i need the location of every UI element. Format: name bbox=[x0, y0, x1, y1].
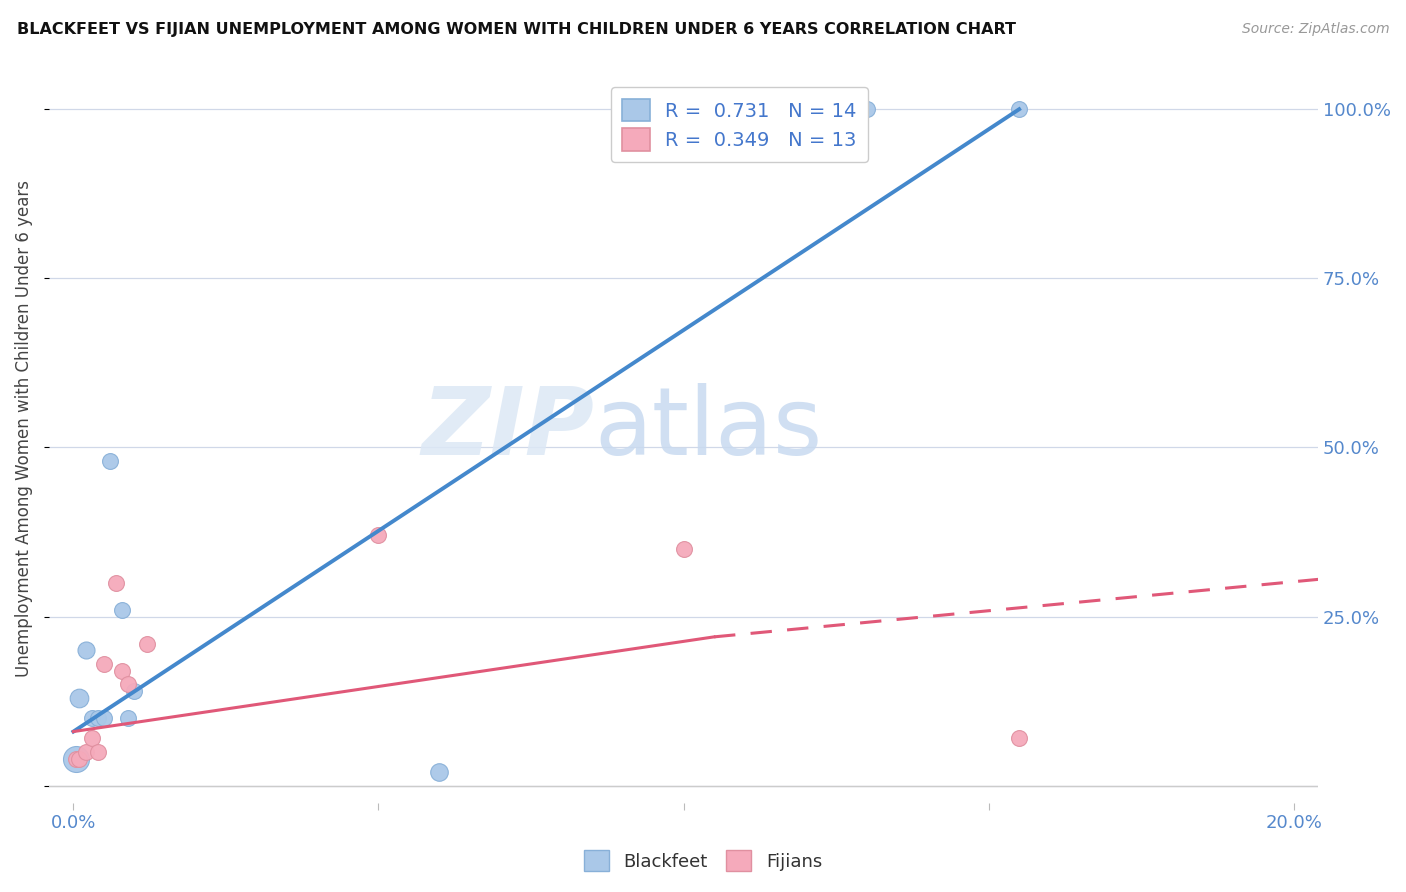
Point bbox=[80, 731, 103, 746]
Point bbox=[429, 765, 451, 780]
Point bbox=[75, 745, 97, 759]
Point bbox=[80, 711, 103, 725]
Point bbox=[93, 711, 115, 725]
Point bbox=[111, 603, 134, 617]
Point bbox=[105, 575, 128, 590]
Point bbox=[93, 657, 115, 671]
Text: BLACKFEET VS FIJIAN UNEMPLOYMENT AMONG WOMEN WITH CHILDREN UNDER 6 YEARS CORRELA: BLACKFEET VS FIJIAN UNEMPLOYMENT AMONG W… bbox=[17, 22, 1017, 37]
Point bbox=[69, 751, 91, 765]
Point bbox=[87, 745, 110, 759]
Point bbox=[124, 684, 146, 698]
Text: atlas: atlas bbox=[595, 383, 823, 475]
Point bbox=[117, 677, 139, 691]
Point bbox=[135, 637, 157, 651]
Point bbox=[65, 751, 87, 765]
Point bbox=[117, 711, 139, 725]
Point bbox=[111, 664, 134, 678]
Point bbox=[75, 643, 97, 657]
Point bbox=[1008, 731, 1031, 746]
Point bbox=[367, 528, 389, 542]
Point bbox=[69, 690, 91, 705]
Point bbox=[855, 102, 877, 116]
Point bbox=[87, 711, 110, 725]
Point bbox=[672, 102, 695, 116]
Point bbox=[1008, 102, 1031, 116]
Y-axis label: Unemployment Among Women with Children Under 6 years: Unemployment Among Women with Children U… bbox=[15, 180, 32, 677]
Point bbox=[98, 454, 121, 468]
Legend: Blackfeet, Fijians: Blackfeet, Fijians bbox=[576, 843, 830, 879]
Legend: R =  0.731   N = 14, R =  0.349   N = 13: R = 0.731 N = 14, R = 0.349 N = 13 bbox=[610, 87, 869, 162]
Text: Source: ZipAtlas.com: Source: ZipAtlas.com bbox=[1241, 22, 1389, 37]
Point bbox=[65, 751, 87, 765]
Point bbox=[672, 541, 695, 556]
Text: ZIP: ZIP bbox=[422, 383, 595, 475]
